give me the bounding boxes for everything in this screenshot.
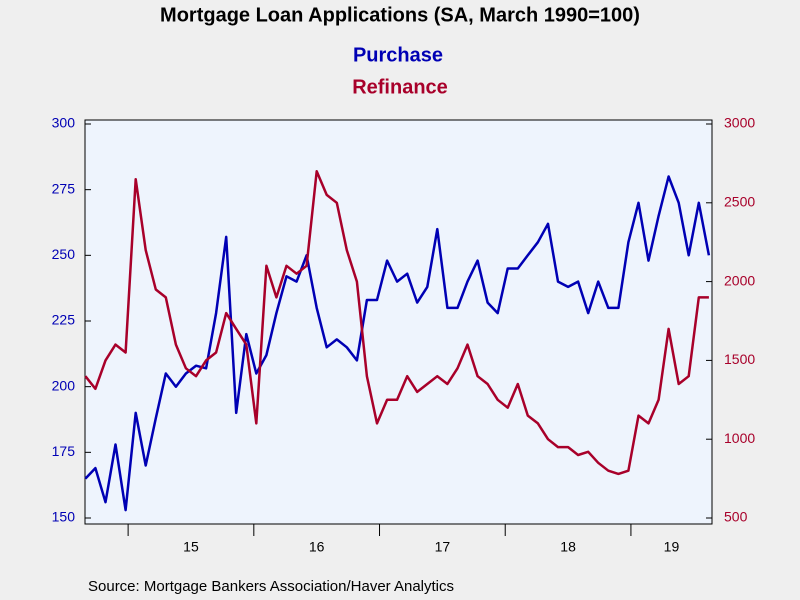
- source-note: Source: Mortgage Bankers Association/Hav…: [88, 578, 454, 595]
- x-tick-label: 18: [560, 539, 576, 555]
- plot-area: [84, 119, 713, 525]
- y2-tick-label: 500: [724, 509, 748, 525]
- legend-entry: Purchase: [353, 44, 443, 66]
- y-tick-label: 275: [52, 180, 76, 196]
- x-tick-label: 15: [183, 539, 199, 555]
- y2-tick-label: 3000: [724, 115, 755, 131]
- y-tick-label: 250: [52, 246, 76, 262]
- legend-entry: Refinance: [352, 76, 448, 98]
- x-tick-label: 17: [435, 539, 451, 555]
- y-tick-label: 225: [52, 312, 76, 328]
- y-tick-label: 300: [52, 115, 76, 131]
- series-line: [84, 170, 709, 476]
- chart-title: Mortgage Loan Applications (SA, March 19…: [160, 4, 640, 26]
- x-tick-label: 16: [309, 539, 325, 555]
- y2-tick-label: 1000: [724, 430, 755, 446]
- x-tick-label: 19: [664, 539, 680, 555]
- y-tick-label: 200: [52, 377, 76, 393]
- y-tick-label: 175: [52, 443, 76, 459]
- y2-tick-label: 1500: [724, 351, 755, 367]
- y2-tick-label: 2500: [724, 194, 755, 210]
- y-tick-label: 150: [52, 509, 76, 525]
- y2-tick-label: 2000: [724, 272, 755, 288]
